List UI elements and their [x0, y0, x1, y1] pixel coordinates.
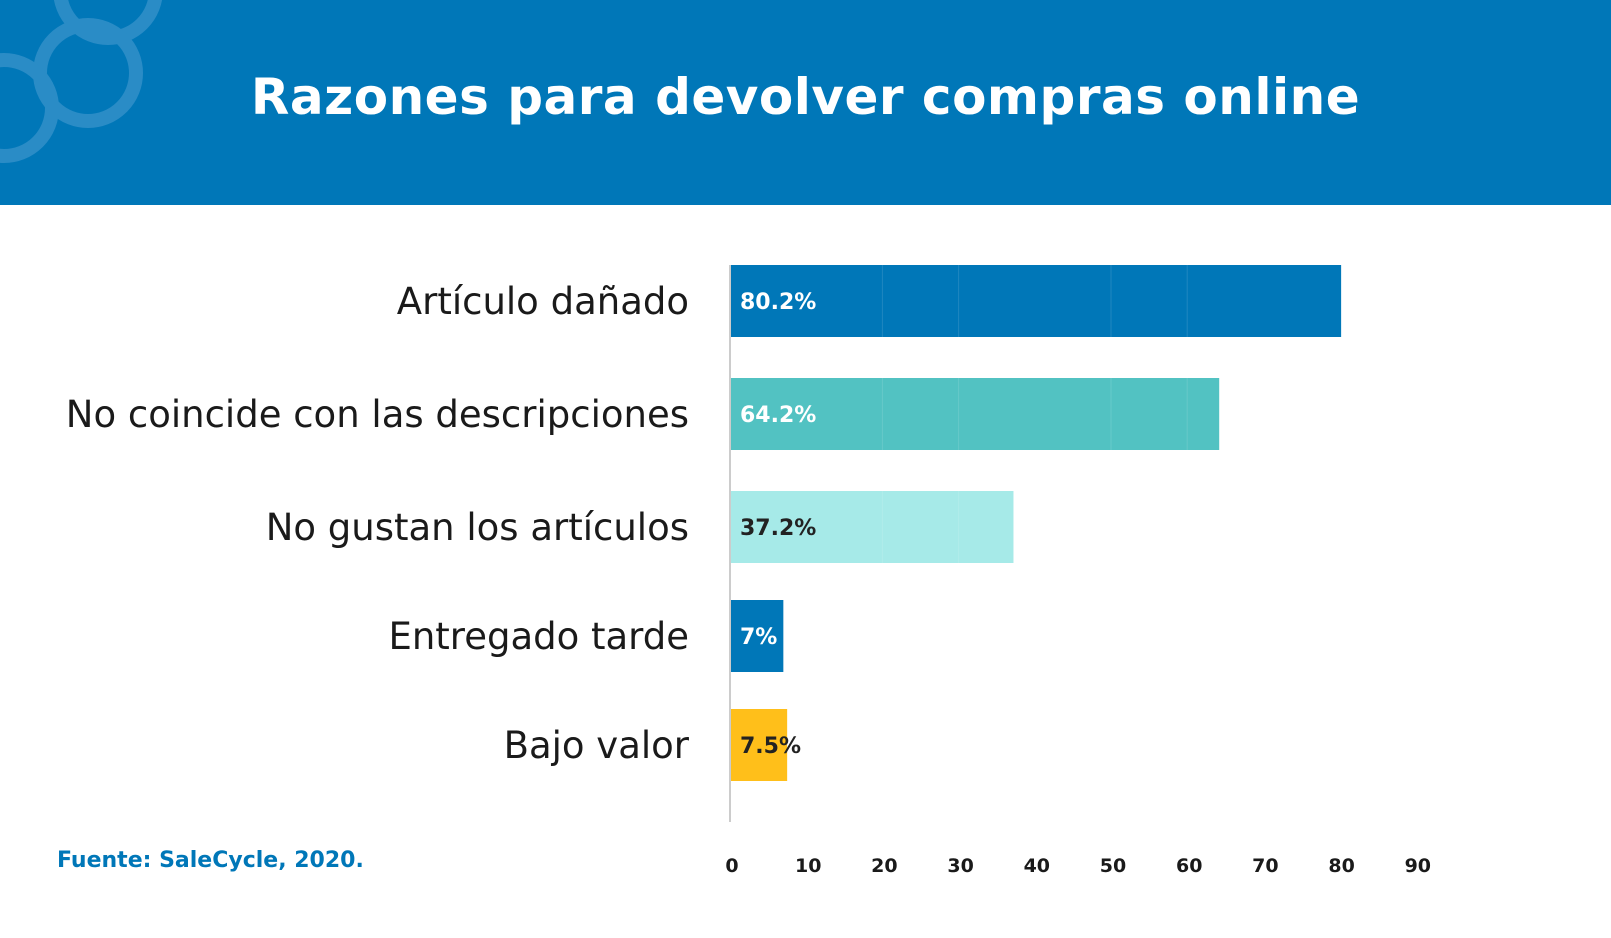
x-tick-label: 70 [1252, 855, 1278, 877]
x-tick-label: 50 [1100, 855, 1126, 877]
data-label: 64.2% [740, 403, 816, 428]
bar-4 [730, 709, 788, 781]
data-label: 80.2% [740, 290, 816, 315]
category-label: Artículo dañado [397, 280, 689, 323]
header-banner: Razones para devolver compras online [0, 0, 1611, 205]
data-label: 37.2% [740, 516, 816, 541]
x-tick-label: 20 [871, 855, 897, 877]
data-label: 7% [740, 625, 777, 650]
bar-0 [730, 265, 1342, 337]
x-tick-label: 10 [795, 855, 821, 877]
page-title: Razones para devolver compras online [250, 68, 1361, 126]
brand-logo-rings [0, 0, 163, 163]
x-tick-label: 80 [1328, 855, 1354, 877]
data-label: 7.5% [740, 734, 801, 759]
category-label: No gustan los artículos [266, 506, 689, 549]
category-label: Bajo valor [504, 724, 690, 767]
bar-1 [730, 378, 1220, 450]
x-tick-label: 0 [725, 855, 738, 877]
category-label: No coincide con las descripciones [66, 393, 689, 436]
x-tick-label: 60 [1176, 855, 1202, 877]
x-tick-label: 90 [1405, 855, 1431, 877]
category-label: Entregado tarde [388, 615, 689, 658]
source-note: Fuente: SaleCycle, 2020. [57, 848, 364, 873]
bar-2 [730, 491, 1014, 563]
bar-3 [730, 600, 784, 672]
x-tick-label: 30 [947, 855, 973, 877]
x-tick-label: 40 [1024, 855, 1050, 877]
